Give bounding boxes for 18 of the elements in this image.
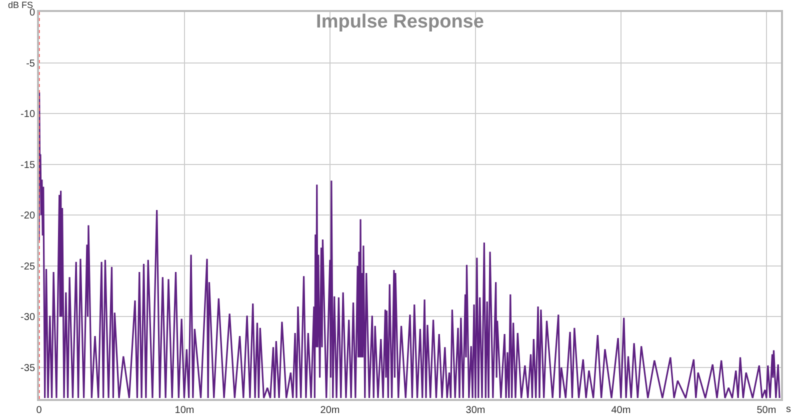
line-series (39, 91, 780, 399)
y-axis-title: dB FS (8, 0, 34, 10)
x-tick-label: 0 (36, 405, 42, 416)
y-tick-label: -25 (20, 261, 36, 272)
y-tick-label: 0 (29, 8, 36, 18)
y-tick-label: -20 (20, 210, 36, 222)
y-tick-label: -30 (20, 312, 36, 324)
y-tick-label: -10 (20, 109, 36, 120)
x-axis-title: s (786, 404, 791, 415)
y-tick-label: -15 (20, 160, 36, 171)
y-tick-label: -35 (20, 363, 36, 374)
x-tick-label: 50m (756, 405, 776, 416)
x-tick-label: 20m (320, 405, 340, 416)
chart-title: Impulse Response (316, 12, 484, 33)
x-tick-label: 40m (611, 405, 631, 416)
x-tick-label: 10m (174, 405, 194, 416)
y-tick-label: -5 (26, 58, 36, 70)
x-tick-label: 30m (466, 405, 486, 416)
